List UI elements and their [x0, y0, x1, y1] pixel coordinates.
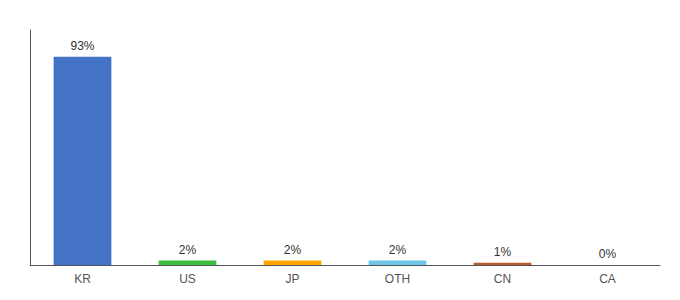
svg-text:CN: CN	[494, 272, 511, 286]
svg-text:OTH: OTH	[385, 272, 410, 286]
svg-text:KR: KR	[74, 272, 91, 286]
svg-text:93%: 93%	[70, 39, 94, 53]
svg-text:CA: CA	[599, 272, 616, 286]
svg-text:JP: JP	[285, 272, 299, 286]
svg-text:2%: 2%	[284, 243, 302, 257]
svg-text:1%: 1%	[494, 245, 512, 259]
svg-text:0%: 0%	[599, 247, 617, 261]
svg-text:2%: 2%	[179, 243, 197, 257]
svg-text:2%: 2%	[389, 243, 407, 257]
svg-text:US: US	[179, 272, 196, 286]
